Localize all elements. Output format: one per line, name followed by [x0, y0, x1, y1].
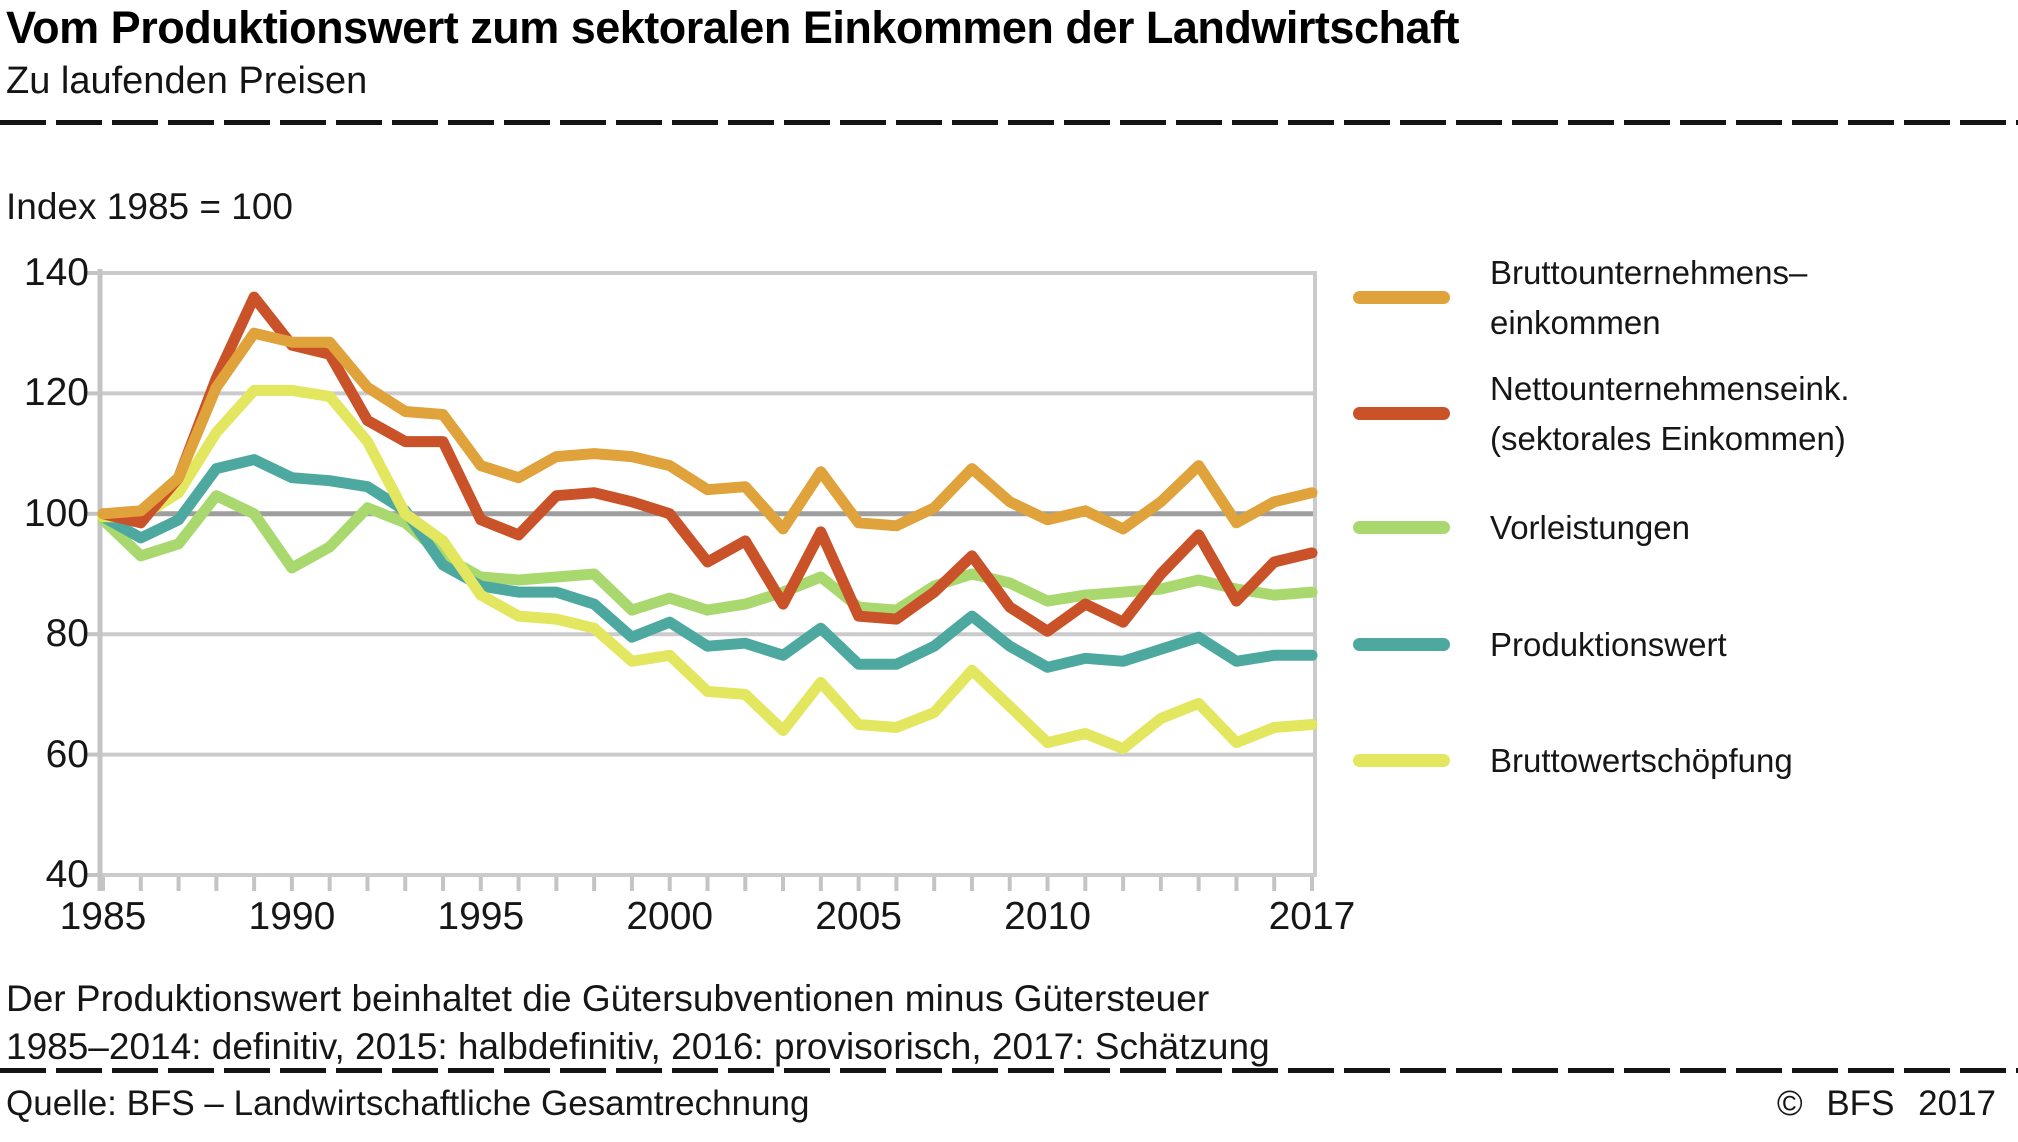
x-axis-label-2000: 2000 — [626, 895, 714, 938]
legend-swatch-bruttounternehmenseinkommen — [1353, 291, 1450, 304]
x-axis-label-2005: 2005 — [815, 895, 902, 938]
x-axis-label-1990: 1990 — [248, 895, 336, 938]
y-axis-label-140: 140 — [23, 251, 89, 294]
legend-label-line: Vorleistungen — [1490, 509, 1690, 546]
x-axis-label-1995: 1995 — [437, 895, 525, 938]
legend-label-line: einkommen — [1490, 304, 1661, 341]
legend-swatch-vorleistungen — [1353, 521, 1450, 534]
y-axis-label-100: 100 — [23, 491, 89, 535]
divider-bottom — [0, 1068, 2018, 1073]
index-axis-label: Index 1985 = 100 — [6, 186, 294, 227]
footnote-production-value: Der Produktionswert beinhaltet die Güter… — [6, 978, 1210, 1019]
page-subtitle: Zu laufenden Preisen — [6, 60, 368, 102]
x-axis-label-2017: 2017 — [1268, 895, 1356, 938]
legend-label-line: (sektorales Einkommen) — [1490, 420, 1846, 457]
legend-label-line: Bruttounternehmens– — [1490, 254, 1808, 291]
y-axis-label-80: 80 — [45, 612, 89, 656]
legend-swatch-bruttowertschoepfung — [1353, 754, 1450, 767]
x-axis-label-2010: 2010 — [1004, 895, 1091, 938]
y-axis-label-40: 40 — [45, 853, 89, 896]
series-line-produktionswert — [97, 454, 1318, 673]
series-line-bruttounternehmenseinkommen — [97, 327, 1318, 535]
legend-label-line: Produktionswert — [1490, 626, 1727, 663]
legend-label-line: Nettounternehmenseink. — [1490, 370, 1850, 407]
copyright-label: © BFS 2017 — [1776, 1084, 1996, 1123]
y-axis-label-120: 120 — [23, 371, 89, 415]
series-line-bruttowertschoepfung — [97, 384, 1318, 755]
series-line-nettounternehmenseinkommen — [97, 291, 1318, 637]
legend-label-produktionswert: Produktionswert — [1490, 620, 1727, 670]
legend-label-bruttowertschoepfung: Bruttowertschöpfung — [1490, 736, 1793, 786]
footnote-data-status: 1985–2014: definitiv, 2015: halbdefiniti… — [6, 1026, 1270, 1067]
series-line-vorleistungen — [97, 490, 1318, 616]
source-label: Quelle: BFS – Landwirtschaftliche Gesamt… — [6, 1084, 810, 1123]
divider-top — [0, 120, 2018, 125]
legend-swatch-produktionswert — [1353, 638, 1450, 651]
legend-label-line: Bruttowertschöpfung — [1490, 742, 1793, 779]
y-axis-label-60: 60 — [45, 732, 89, 776]
page-title: Vom Produktionswert zum sektoralen Einko… — [6, 2, 1459, 53]
x-axis-label-1985: 1985 — [59, 895, 147, 938]
legend-label-bruttounternehmenseinkommen: Bruttounternehmens– einkommen — [1490, 248, 1807, 348]
legend-label-nettounternehmenseinkommen: Nettounternehmenseink. (sektorales Einkom… — [1490, 364, 1850, 464]
legend-label-vorleistungen: Vorleistungen — [1490, 503, 1690, 553]
legend-swatch-nettounternehmenseinkommen — [1353, 407, 1450, 420]
